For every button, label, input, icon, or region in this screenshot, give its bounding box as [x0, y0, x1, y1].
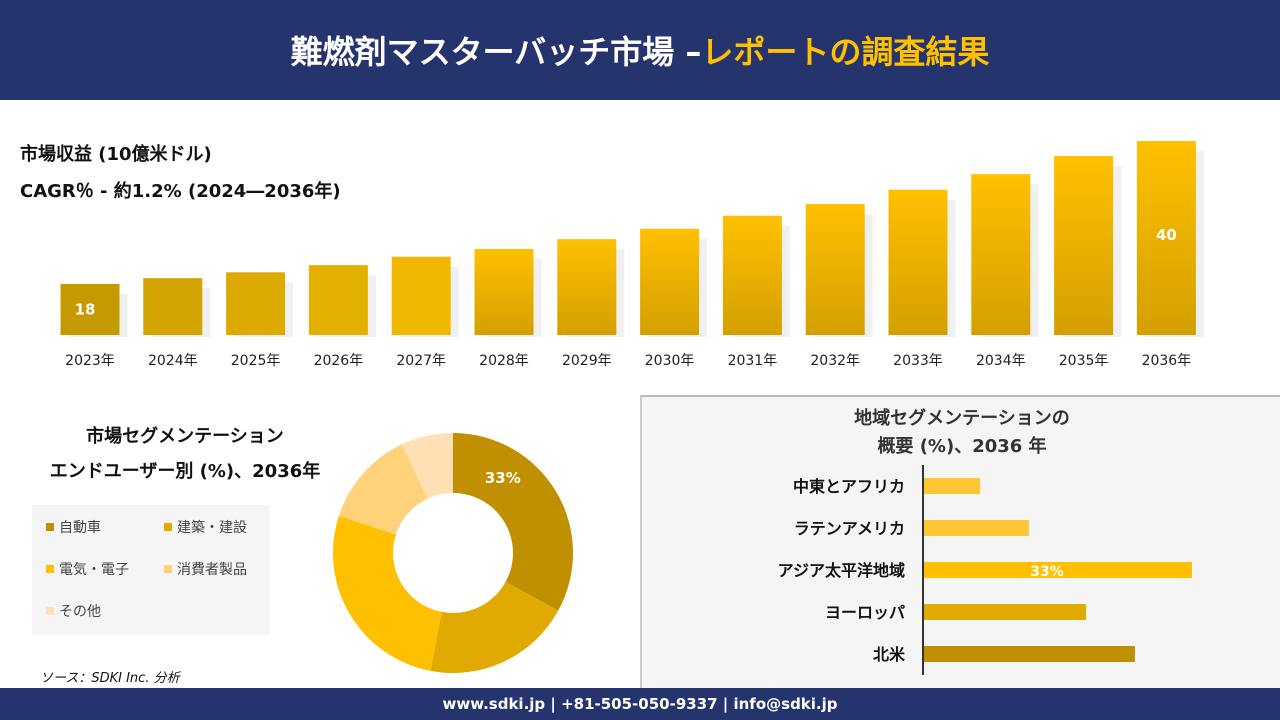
region-bar — [923, 478, 981, 494]
donut-data-label: 33% — [485, 469, 521, 487]
revenue-bar — [640, 228, 700, 335]
legend-label: 建築・建設 — [177, 520, 247, 536]
legend-item: 電気・電子 — [46, 559, 129, 579]
donut-slice — [453, 433, 573, 611]
end-user-donut-chart: 33% — [333, 433, 573, 673]
legend-label: その他 — [59, 604, 101, 620]
legend-label: 消費者製品 — [177, 562, 247, 578]
footer-contact: www.sdki.jp | +81-505-050-9337 | info@sd… — [0, 688, 1280, 720]
year-tick-label: 2033年 — [893, 353, 943, 369]
revenue-title: 市場収益 (10億米ドル) — [20, 144, 212, 165]
legend-swatch — [46, 607, 54, 615]
revenue-bar — [226, 272, 286, 335]
year-tick-label: 2036年 — [1142, 353, 1192, 369]
revenue-bar — [971, 174, 1031, 335]
region-title: 地域セグメンテーションの 概要 (%)、2036 年 — [642, 405, 1280, 461]
region-segment-panel: 地域セグメンテーションの 概要 (%)、2036 年 中東とアフリカ ラテンアメリ… — [640, 395, 1280, 688]
revenue-bar — [308, 265, 368, 335]
legend-item: 自動車 — [46, 517, 101, 537]
source-note: ソース：SDKI Inc. 分析 — [40, 671, 180, 686]
revenue-bar — [888, 189, 948, 335]
donut-slice — [338, 444, 428, 535]
revenue-bar-chart: 2023年 18 2024年 2025年 2026年 2027年 2028年 2029年 203… — [60, 141, 1204, 369]
year-tick-label: 2024年 — [148, 353, 198, 369]
region-title-line2: 概要 (%)、2036 年 — [877, 436, 1047, 457]
year-tick-label: 2026年 — [314, 353, 364, 369]
region-bar — [923, 646, 1135, 662]
revenue-bar — [1136, 141, 1196, 335]
legend-label: 自動車 — [59, 520, 101, 536]
region-data-label: 33% — [1030, 564, 1064, 580]
legend-swatch — [164, 565, 172, 573]
legend-swatch — [164, 523, 172, 531]
year-tick-label: 2023年 — [65, 353, 115, 369]
legend-item: 建築・建設 — [164, 517, 247, 537]
region-label: アジア太平洋地域 — [778, 561, 905, 580]
revenue-bar — [391, 256, 451, 335]
revenue-bar — [60, 284, 120, 335]
donut-legend: 自動車 建築・建設電気・電子 消費者製品その他 — [32, 505, 270, 635]
legend-swatch — [46, 523, 54, 531]
donut-slice — [401, 433, 453, 499]
region-label: ヨーロッパ — [825, 603, 905, 622]
year-tick-label: 2029年 — [562, 353, 612, 369]
revenue-bar — [1054, 155, 1114, 335]
donut-slice — [430, 581, 559, 673]
revenue-bar — [805, 204, 865, 335]
region-label: ラテンアメリカ — [794, 519, 905, 538]
revenue-bar — [722, 215, 782, 335]
end-user-segment-panel: 33% 市場セグメンテーション エンドユーザー別 (%)、2036年 自動車 建築… — [0, 395, 640, 688]
bar-data-label: 18 — [75, 301, 96, 319]
year-tick-label: 2028年 — [479, 353, 529, 369]
revenue-bar — [474, 248, 534, 335]
region-bar — [923, 562, 1192, 578]
region-bar — [923, 520, 1029, 536]
donut-slice — [333, 515, 442, 671]
segment-title-line2: エンドユーザー別 (%)、2036年 — [49, 461, 321, 482]
revenue-bar — [143, 278, 203, 335]
title-main: 難燃剤マスターバッチ市場 – — [290, 33, 702, 71]
year-tick-label: 2031年 — [728, 353, 778, 369]
year-tick-label: 2027年 — [396, 353, 446, 369]
header-banner: 難燃剤マスターバッチ市場 – レポートの調査結果 — [0, 0, 1280, 100]
year-tick-label: 2030年 — [645, 353, 695, 369]
region-label: 中東とアフリカ — [793, 477, 905, 496]
region-label: 北米 — [873, 645, 906, 664]
legend-swatch — [46, 565, 54, 573]
cagr-subtitle: CAGR％ - 約1.2% (2024―2036年) — [20, 181, 341, 202]
bar-data-label: 40 — [1156, 226, 1177, 244]
legend-item: その他 — [46, 601, 101, 621]
segment-title-line1: 市場セグメンテーション — [86, 426, 284, 447]
region-bar — [923, 604, 1086, 620]
legend-item: 消費者製品 — [164, 559, 247, 579]
legend-label: 電気・電子 — [59, 562, 129, 578]
region-title-line1: 地域セグメンテーションの — [854, 408, 1070, 429]
year-tick-label: 2032年 — [810, 353, 860, 369]
revenue-bar — [557, 239, 617, 335]
year-tick-label: 2035年 — [1059, 353, 1109, 369]
year-tick-label: 2025年 — [231, 353, 281, 369]
title-highlight: レポートの調査結果 — [701, 33, 990, 71]
year-tick-label: 2034年 — [976, 353, 1026, 369]
